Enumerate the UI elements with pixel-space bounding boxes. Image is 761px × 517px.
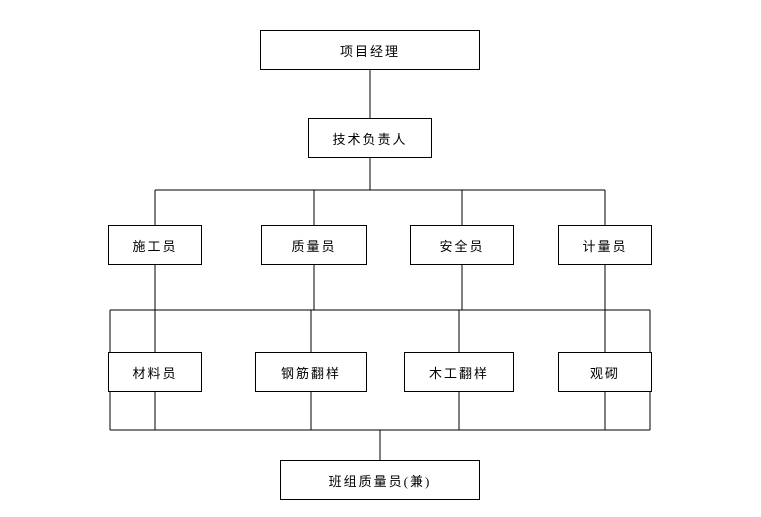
org-node-label: 木工翻样 bbox=[429, 363, 489, 382]
org-node-n6: 计量员 bbox=[558, 225, 652, 265]
org-node-n1: 项目经理 bbox=[260, 30, 480, 70]
org-node-n11: 班组质量员(兼) bbox=[280, 460, 480, 500]
org-node-label: 计量员 bbox=[582, 236, 627, 255]
org-node-label: 施工员 bbox=[132, 236, 177, 255]
org-node-n8: 钢筋翻样 bbox=[255, 352, 367, 392]
org-node-label: 质量员 bbox=[291, 236, 336, 255]
org-node-n5: 安全员 bbox=[410, 225, 514, 265]
org-node-n7: 材料员 bbox=[108, 352, 202, 392]
org-node-n2: 技术负责人 bbox=[308, 118, 432, 158]
org-node-n4: 质量员 bbox=[261, 225, 367, 265]
org-node-label: 材料员 bbox=[132, 363, 177, 382]
org-node-label: 项目经理 bbox=[340, 41, 400, 60]
org-node-label: 钢筋翻样 bbox=[281, 363, 341, 382]
org-node-label: 安全员 bbox=[439, 236, 484, 255]
org-node-label: 技术负责人 bbox=[332, 129, 407, 148]
org-node-n10: 观砌 bbox=[558, 352, 652, 392]
org-node-n9: 木工翻样 bbox=[404, 352, 514, 392]
org-node-label: 观砌 bbox=[590, 363, 620, 382]
org-node-label: 班组质量员(兼) bbox=[329, 471, 432, 490]
org-node-n3: 施工员 bbox=[108, 225, 202, 265]
